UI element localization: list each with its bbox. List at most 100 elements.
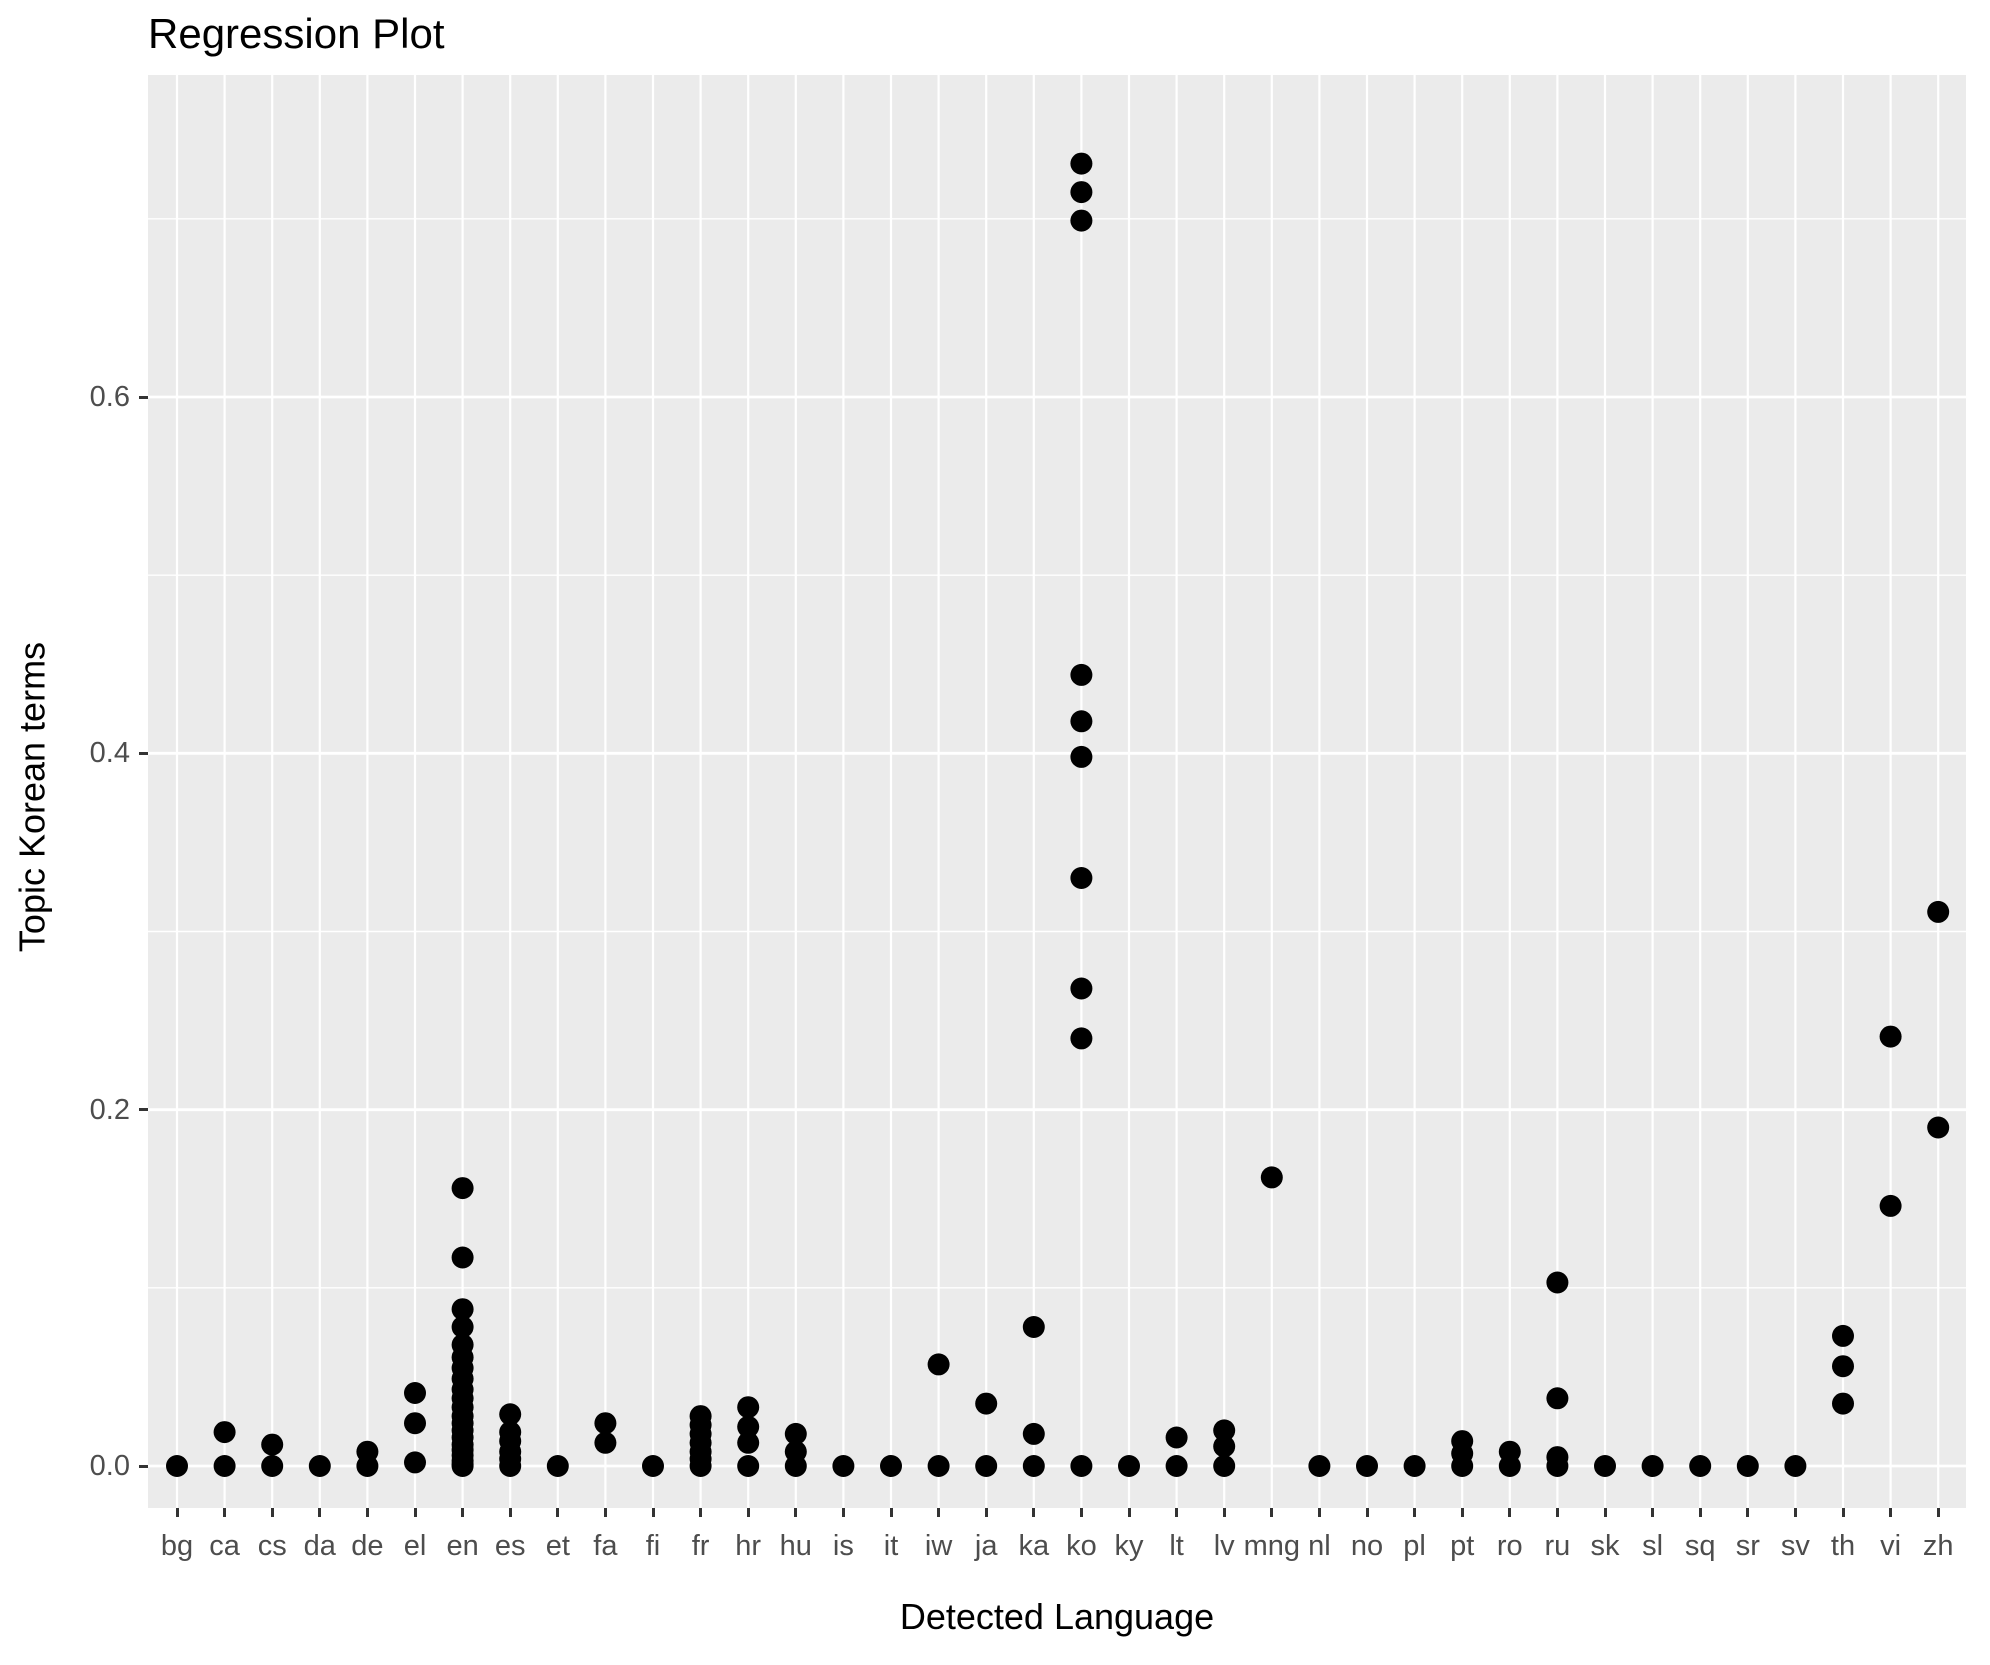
data-point <box>1927 900 1950 923</box>
data-point <box>1070 745 1093 768</box>
x-tick-label: pl <box>1403 1530 1426 1562</box>
data-point <box>451 1246 474 1269</box>
x-tick-mark <box>1032 1508 1036 1517</box>
x-tick-label: ky <box>1114 1530 1144 1562</box>
x-tick-label: pt <box>1450 1530 1475 1562</box>
data-point <box>1641 1455 1664 1477</box>
data-point <box>737 1455 760 1477</box>
data-point <box>1165 1455 1188 1477</box>
x-tick-mark <box>1651 1508 1655 1517</box>
data-point <box>404 1412 426 1435</box>
plot-title: Regression Plot <box>148 10 445 57</box>
x-tick-mark <box>1698 1508 1702 1517</box>
data-point <box>451 1455 474 1477</box>
y-tick-label: 0.4 <box>89 737 130 770</box>
data-point <box>499 1455 522 1477</box>
x-tick-label: ru <box>1544 1530 1571 1562</box>
x-tick-label: th <box>1830 1530 1856 1562</box>
x-tick-label: ca <box>209 1530 240 1562</box>
x-tick-label: iw <box>924 1530 953 1562</box>
data-point <box>308 1455 331 1477</box>
x-tick-label: de <box>351 1530 384 1562</box>
x-tick-mark <box>1555 1508 1559 1517</box>
data-point <box>1736 1455 1759 1477</box>
x-tick-mark <box>1413 1508 1417 1517</box>
x-tick-mark <box>1270 1508 1274 1517</box>
x-tick-label: et <box>545 1530 570 1562</box>
data-point <box>1498 1455 1521 1477</box>
x-tick-mark <box>1603 1508 1607 1517</box>
panel-background <box>148 75 1966 1508</box>
data-point <box>1546 1455 1569 1477</box>
data-point <box>1070 867 1093 889</box>
x-tick-label: sv <box>1780 1530 1810 1562</box>
x-tick-label: ka <box>1018 1530 1050 1562</box>
data-point <box>404 1451 426 1474</box>
x-tick-mark <box>175 1508 179 1517</box>
y-tick-label: 0.2 <box>89 1093 130 1126</box>
data-point <box>1070 1455 1093 1477</box>
data-point <box>451 1177 474 1200</box>
x-tick-label: hr <box>735 1530 762 1562</box>
data-point <box>1213 1435 1236 1458</box>
x-tick-mark <box>937 1508 941 1517</box>
data-point <box>1070 181 1093 204</box>
data-point <box>880 1455 902 1477</box>
data-point <box>451 1316 474 1338</box>
y-tick-mark <box>139 395 148 399</box>
x-tick-label: sl <box>1642 1530 1664 1562</box>
x-tick-label: sk <box>1590 1530 1620 1562</box>
data-point <box>1927 1116 1950 1139</box>
data-point <box>1118 1455 1140 1477</box>
x-tick-mark <box>1793 1508 1797 1517</box>
x-tick-label: sr <box>1735 1530 1760 1562</box>
x-tick-label: fr <box>691 1530 710 1562</box>
x-tick-mark <box>1460 1508 1464 1517</box>
x-tick-label: vi <box>1880 1530 1902 1562</box>
y-tick-label: 0.0 <box>89 1450 130 1482</box>
data-point <box>927 1455 950 1477</box>
data-point <box>737 1431 760 1454</box>
data-point <box>927 1353 950 1376</box>
data-point <box>642 1455 664 1477</box>
x-tick-mark <box>270 1508 274 1517</box>
data-point <box>213 1421 236 1444</box>
x-tick-mark <box>1746 1508 1750 1517</box>
x-tick-mark <box>1841 1508 1845 1517</box>
x-tick-mark <box>461 1508 465 1517</box>
data-point <box>1022 1422 1045 1445</box>
x-tick-mark <box>699 1508 703 1517</box>
data-point <box>784 1422 807 1445</box>
x-tick-mark <box>794 1508 798 1517</box>
data-point <box>1070 152 1093 175</box>
x-tick-label: lt <box>1169 1530 1184 1562</box>
data-point <box>166 1455 188 1477</box>
x-tick-label: zh <box>1922 1530 1954 1562</box>
x-tick-mark <box>1365 1508 1369 1517</box>
data-point <box>1451 1455 1474 1477</box>
x-tick-label: ko <box>1066 1530 1097 1562</box>
x-tick-mark <box>413 1508 417 1517</box>
x-tick-mark <box>1079 1508 1083 1517</box>
data-point <box>689 1455 712 1477</box>
data-point <box>1784 1455 1807 1477</box>
data-point <box>1213 1455 1236 1477</box>
data-point <box>784 1455 807 1477</box>
x-tick-label: is <box>832 1530 854 1562</box>
x-tick-label: da <box>303 1530 336 1562</box>
x-tick-mark <box>746 1508 750 1517</box>
x-tick-label: mng <box>1243 1530 1300 1562</box>
data-point <box>975 1455 998 1477</box>
data-point <box>1403 1455 1426 1477</box>
data-point <box>594 1431 617 1454</box>
data-point <box>832 1455 855 1477</box>
data-point <box>404 1382 426 1404</box>
data-point <box>1832 1355 1854 1378</box>
x-tick-mark <box>984 1508 988 1517</box>
x-tick-mark <box>1889 1508 1893 1517</box>
data-point <box>499 1403 522 1426</box>
x-tick-label: bg <box>160 1530 194 1562</box>
x-tick-mark <box>1936 1508 1940 1517</box>
data-point <box>451 1298 474 1321</box>
